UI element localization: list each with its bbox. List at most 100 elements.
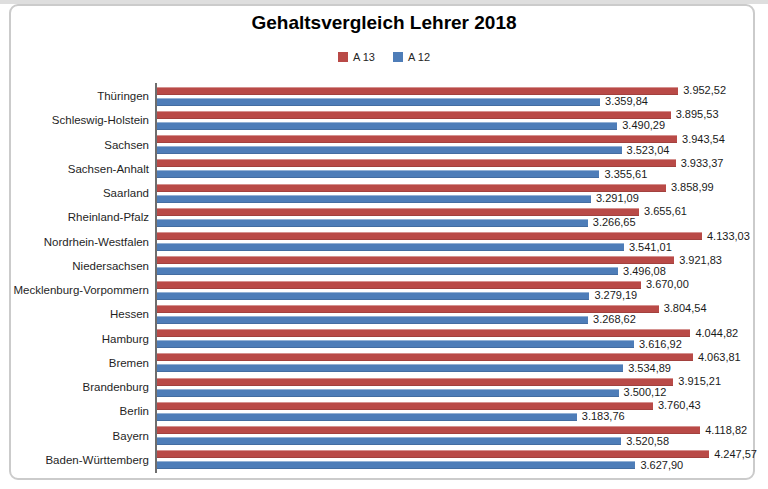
- bar-line-a13: 3.952,52: [157, 85, 757, 96]
- category-label: Bremen: [2, 351, 149, 375]
- chart-row: 4.118,823.520,58: [157, 424, 757, 448]
- bar-value-label: 3.804,54: [664, 303, 707, 314]
- legend-item-a13: A 13: [338, 51, 375, 63]
- legend-swatch-a12: [393, 52, 403, 62]
- chart-row: 4.063,813.534,89: [157, 351, 757, 375]
- bar-line-a12: 3.520,58: [157, 436, 757, 447]
- bar-value-label: 3.933,37: [681, 158, 724, 169]
- chart-row: 3.921,83 3.496,08: [157, 254, 757, 278]
- bar-line-a12: 3.496,08: [157, 266, 757, 277]
- category-label: Niedersachsen: [2, 254, 149, 278]
- category-label: Mecklenburg-Vorpommern: [2, 278, 149, 302]
- bar-value-label: 3.670,00: [646, 279, 689, 290]
- bar-a12: [157, 437, 621, 445]
- category-label: Bayern: [2, 424, 149, 448]
- bar-line-a13: 4.133,03: [157, 231, 757, 242]
- chart-legend: A 13 A 12: [0, 51, 768, 63]
- bar-a12: [157, 267, 618, 275]
- bar-value-label: 3.616,92: [639, 339, 682, 350]
- bar-a13: [157, 378, 673, 386]
- legend-label-a13: A 13: [353, 51, 375, 63]
- bar-a12: [157, 146, 622, 154]
- bar-a12: [157, 364, 623, 372]
- chart-row: 3.895,53 3.490,29: [157, 108, 757, 132]
- category-labels: ThüringenSchleswig-HolsteinSachsenSachse…: [2, 84, 149, 472]
- bar-value-label: 3.520,58: [626, 436, 669, 447]
- bar-line-a13: 3.760,43: [157, 400, 757, 411]
- chart-row: 3.670,00 3.279,19: [157, 278, 757, 302]
- bar-a12: [157, 219, 588, 227]
- bar-value-label: 3.943,54: [682, 134, 725, 145]
- bar-line-a12: 3.291,09: [157, 193, 757, 204]
- bar-a13: [157, 159, 676, 167]
- bar-value-label: 3.921,83: [679, 255, 722, 266]
- bar-value-label: 3.279,19: [594, 290, 637, 301]
- bar-value-label: 3.183,76: [582, 411, 625, 422]
- bar-value-label: 3.541,01: [629, 242, 672, 253]
- category-label: Saarland: [2, 181, 149, 205]
- bar-a13: [157, 426, 700, 434]
- bar-a13: [157, 281, 641, 289]
- bar-line-a13: 3.804,54: [157, 303, 757, 314]
- category-label: Thüringen: [2, 84, 149, 108]
- bar-a13: [157, 135, 677, 143]
- bar-a12: [157, 122, 617, 130]
- bar-line-a12: 3.355,61: [157, 169, 757, 180]
- category-label: Nordrhein-Westfalen: [2, 230, 149, 254]
- bar-line-a13: 3.921,83: [157, 255, 757, 266]
- bar-a13: [157, 232, 702, 240]
- plot-rows: 3.952,523.359,84 3.895,53 3.490,29 3.943,54…: [157, 84, 757, 472]
- bar-line-a12: 3.359,84: [157, 96, 757, 107]
- chart-row: 4.044,82 3.616,92: [157, 327, 757, 351]
- bar-a12: [157, 292, 589, 300]
- bar-line-a13: 3.943,54: [157, 134, 757, 145]
- bar-value-label: 3.627,90: [640, 460, 683, 471]
- bar-value-label: 3.534,89: [628, 363, 671, 374]
- bar-line-a12: 3.523,04: [157, 145, 757, 156]
- bar-line-a13: 3.915,21: [157, 376, 757, 387]
- bar-value-label: 3.496,08: [623, 266, 666, 277]
- bar-line-a13: 3.858,99: [157, 182, 757, 193]
- chart-row: 4.133,03 3.541,01: [157, 230, 757, 254]
- category-label: Berlin: [2, 399, 149, 423]
- category-label: Brandenburg: [2, 375, 149, 399]
- bar-value-label: 4.133,03: [707, 231, 750, 242]
- bar-value-label: 4.044,82: [695, 328, 738, 339]
- bar-value-label: 3.523,04: [627, 145, 670, 156]
- bar-line-a12: 3.500,12: [157, 387, 757, 398]
- bar-value-label: 3.915,21: [678, 376, 721, 387]
- chart-row: 3.933,373.355,61: [157, 157, 757, 181]
- bar-a12: [157, 195, 591, 203]
- bar-a12: [157, 389, 619, 397]
- bar-a12: [157, 340, 634, 348]
- bar-value-label: 3.655,61: [644, 206, 687, 217]
- bar-a13: [157, 329, 690, 337]
- legend-swatch-a13: [338, 52, 348, 62]
- category-label: Rheinland-Pfalz: [2, 205, 149, 229]
- bar-a13: [157, 256, 674, 264]
- category-label: Hessen: [2, 302, 149, 326]
- bar-line-a13: 3.670,00: [157, 279, 757, 290]
- bar-a12: [157, 316, 588, 324]
- bar-line-a12: 3.490,29: [157, 120, 757, 131]
- bar-line-a12: 3.279,19: [157, 290, 757, 301]
- bar-a13: [157, 184, 666, 192]
- bar-value-label: 3.490,29: [622, 120, 665, 131]
- chart-title: Gehaltsvergleich Lehrer 2018: [0, 12, 768, 34]
- bar-line-a12: 3.268,62: [157, 314, 757, 325]
- bar-value-label: 3.760,43: [658, 400, 701, 411]
- bar-a12: [157, 98, 600, 106]
- bar-line-a12: 3.534,89: [157, 363, 757, 374]
- bar-a13: [157, 305, 659, 313]
- bar-line-a13: 3.933,37: [157, 158, 757, 169]
- bar-a12: [157, 461, 635, 469]
- chart-row: 3.915,21 3.500,12: [157, 375, 757, 399]
- bar-line-a12: 3.266,65: [157, 217, 757, 228]
- bar-a13: [157, 402, 653, 410]
- chart-row: 3.804,543.268,62: [157, 302, 757, 326]
- category-label: Sachsen: [2, 133, 149, 157]
- bar-value-label: 3.895,53: [676, 109, 719, 120]
- bar-value-label: 3.266,65: [593, 217, 636, 228]
- bar-value-label: 3.500,12: [624, 387, 667, 398]
- legend-item-a12: A 12: [393, 51, 430, 63]
